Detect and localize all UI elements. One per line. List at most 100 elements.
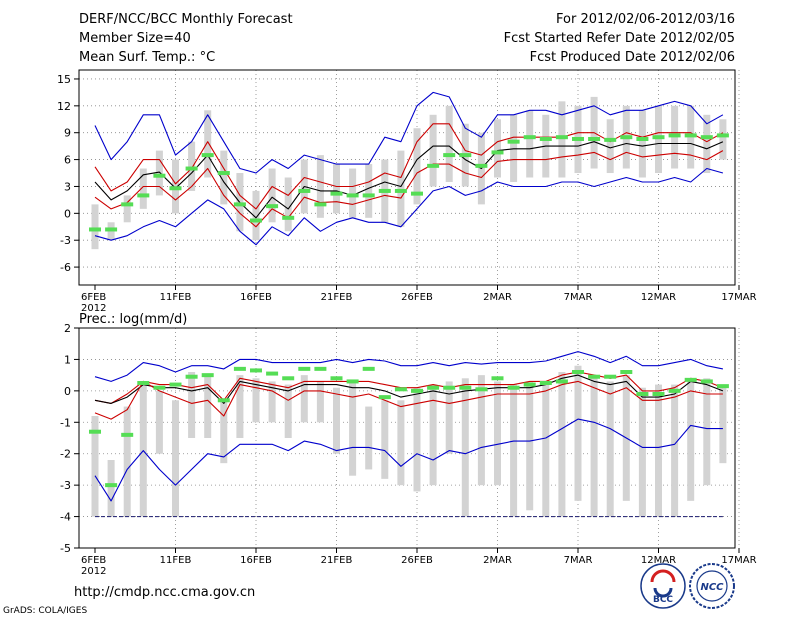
temp-x-tick-label: 16FEB [240,292,272,303]
temp-marker [362,193,375,198]
prec-marker [137,381,150,385]
prec-marker [636,392,649,396]
precipitation-panel: 2 1 0 -1 -2 -3 -4 -5 6FEB 11FEB 16FEB 21FEB 26FEB 2MA… [60,322,757,577]
prec-marker [266,371,279,376]
prec-ensemble-box [155,390,163,454]
temp-x-tick-label: 17MAR [721,292,756,303]
temp-ensemble-box [558,101,566,178]
prec-ensemble-box [687,378,695,501]
temp-marker [620,135,633,140]
temp-panel-title: Mean Surf. Temp.: °C [79,50,215,65]
prec-ensemble-box [638,387,646,517]
temp-plot-frame [78,69,736,286]
prec-ensemble-box [204,375,212,438]
temp-marker [153,173,166,178]
temp-marker [572,136,584,141]
bcc-logo-text: BCC [653,595,673,605]
temp-ensemble-box [268,168,276,223]
prec-ensemble-box [445,381,453,454]
prec-marker [427,385,440,390]
prec-marker [169,382,182,387]
prec-upper-envelope-line [94,351,724,382]
grads-credit: GrADS: COLA/IGES [3,606,87,616]
temp-marker [394,188,407,193]
temp-lower-envelope-line [94,167,724,246]
temp-ensemble-box [139,168,147,209]
prec-marker [620,370,633,374]
prec-marker [604,374,617,379]
temp-x-tick-label: 21FEB [321,292,353,303]
prec-marker [684,377,697,382]
prec-x-tick-label: 21FEB [321,555,353,566]
prec-ensemble-box [606,381,614,517]
temp-marker [716,133,729,138]
prec-marker [555,379,568,384]
prec-ensemble-box [172,400,179,517]
prec-plot-frame [78,327,736,549]
prec-ensemble-box [91,416,99,517]
temp-x-tick-label: 11FEB [160,292,192,303]
temp-marker [233,202,246,207]
temp-marker [427,163,440,168]
temp-year-label: 2012 [81,303,106,314]
temp-y-tick-label: 15 [57,73,71,86]
temp-ensemble-box [655,105,662,174]
prec-y-tick-label: -1 [60,416,71,429]
prec-y-tick-label: 1 [64,353,71,366]
temp-mean-line [94,141,724,219]
temp-marker [636,136,649,141]
prec-ensemble-box [107,460,115,517]
temp-marker [169,186,182,191]
temp-x-tick-label: 26FEB [401,292,433,303]
prec-ensemble-box [316,381,324,423]
prec-marker [233,366,246,371]
prec-marker [282,376,295,381]
temp-upper-envelope-line [94,91,724,174]
prec-marker [411,388,423,393]
prec-ensemble-box [268,381,276,423]
temp-marker [201,153,214,158]
prec-y-tick-label: -3 [60,479,71,492]
temp-y-tick-label: 6 [64,154,71,167]
temp-marker [443,153,456,158]
temp-y-tick-label: -3 [60,234,71,247]
temp-ensemble-box [252,190,260,241]
temp-ensemble-box [188,141,196,191]
prec-lower-spread-line [94,380,723,420]
prec-ensemble-box [188,372,196,438]
prec-marker [507,385,520,390]
prec-marker [330,376,343,381]
temp-ensemble-box [526,110,534,178]
temp-marker [121,202,134,207]
temp-marker [700,135,713,140]
prec-marker [378,395,391,400]
temp-ensemble-box [155,150,163,196]
temp-ensemble-box [365,164,373,218]
prec-marker [394,387,407,392]
temp-marker [411,191,423,196]
temp-ensemble-box [397,150,405,227]
source-url[interactable]: http://cmdp.ncc.cma.gov.cn [74,585,255,600]
prec-ensemble-box [123,406,131,517]
temp-ensemble-box [719,119,727,160]
bcc-logo-ring [640,563,686,609]
temp-ensemble-box [316,155,324,218]
prec-marker [185,374,198,379]
prec-marker [652,392,665,396]
temp-lower-spread-line [94,150,724,228]
prec-marker [668,388,681,393]
temp-ensemble-box [638,110,646,178]
forecast-period: For 2012/02/06-2012/03/16 [556,12,735,27]
prec-ensemble-box [526,381,534,511]
prec-ensemble-box [703,378,711,486]
temp-marker [314,202,327,207]
prec-marker [588,374,601,379]
temp-ensemble-box [413,128,421,205]
temp-marker [89,227,101,232]
prec-ensemble-box [574,365,582,501]
prec-ensemble-box [381,400,389,479]
temp-marker [282,215,295,220]
temp-marker [330,191,343,196]
prec-ensemble-box [413,387,421,492]
